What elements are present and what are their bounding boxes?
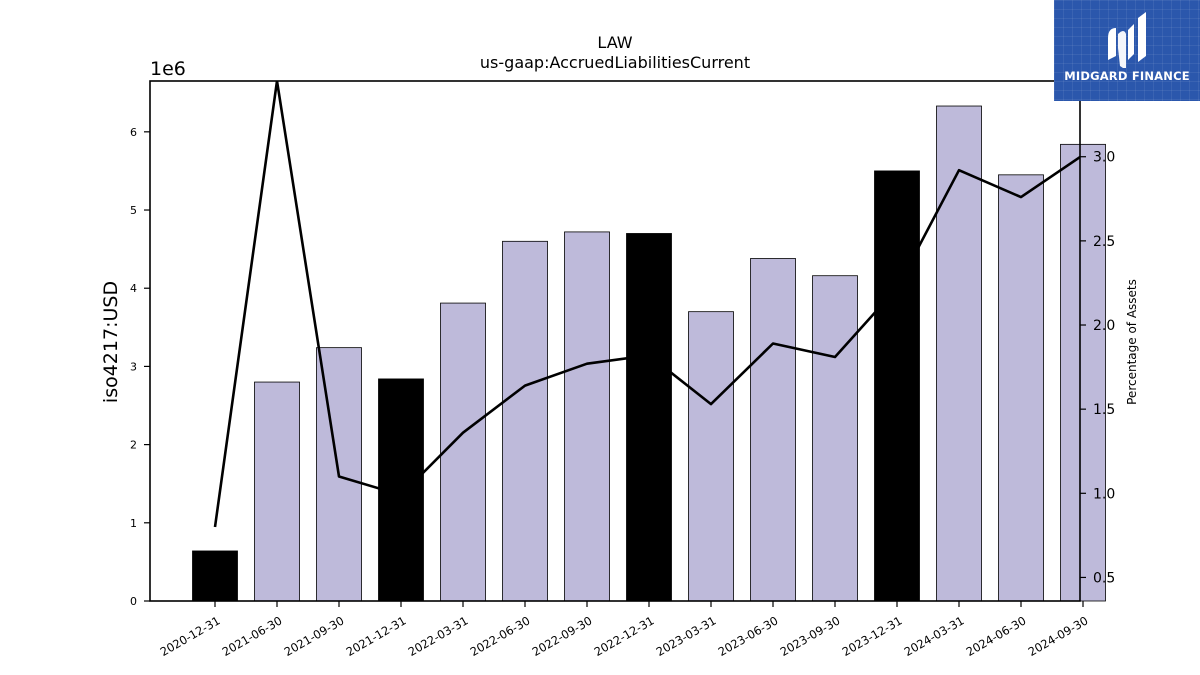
chart-subtitle: us-gaap:AccruedLiabilitiesCurrent	[480, 53, 750, 72]
bar-2023-12-31	[874, 170, 920, 602]
chart-title: LAW	[597, 33, 632, 52]
y-tick-label: 0	[130, 595, 137, 608]
percentage-line-layer	[213, 81, 1080, 528]
y-tick-label: 1	[130, 517, 137, 530]
y-right-tick-label: 1.5	[1093, 402, 1115, 418]
logo-text: MIDGARD FINANCE	[1064, 69, 1190, 83]
y-axis-right-label: Percentage of Assets	[1125, 279, 1139, 405]
y-tick-label: 6	[130, 126, 137, 139]
x-tick-label: 2022-06-30	[468, 613, 533, 659]
x-tick-label: 2023-09-30	[778, 613, 843, 659]
y-tick-label: 3	[130, 360, 137, 373]
x-tick-label: 2020-12-31	[158, 613, 223, 659]
y-right-tick-label: 2.5	[1093, 234, 1115, 250]
bar-2023-06-30	[750, 258, 796, 602]
x-tick-label: 2024-06-30	[964, 613, 1029, 659]
bar-2022-09-30	[564, 231, 610, 602]
brand-logo: MIDGARD FINANCE	[1054, 0, 1200, 101]
bar-2021-06-30	[254, 381, 300, 602]
x-tick-label: 2024-03-31	[902, 613, 967, 659]
bar-2022-06-30	[502, 240, 548, 602]
y-tick-label: 2	[130, 439, 137, 452]
x-tick-label: 2023-06-30	[716, 613, 781, 659]
x-tick-label: 2022-12-31	[592, 613, 657, 659]
x-tick-label: 2021-09-30	[282, 613, 347, 659]
y-tick-label: 5	[130, 204, 137, 217]
x-tick-label: 2021-06-30	[220, 613, 285, 659]
x-tick-label: 2023-03-31	[654, 613, 719, 659]
bar-2023-03-31	[688, 311, 734, 602]
x-tick-label: 2021-12-31	[344, 613, 409, 659]
x-tick-label: 2022-09-30	[530, 613, 595, 659]
x-tick-label: 2023-12-31	[840, 613, 905, 659]
bar-2024-06-30	[998, 174, 1044, 602]
x-tick-label: 2024-09-30	[1026, 613, 1091, 659]
bar-2024-09-30	[1060, 143, 1106, 602]
bars-layer	[192, 105, 1106, 602]
y-tick-label: 4	[130, 282, 137, 295]
y-right-tick-label: 1.0	[1093, 486, 1115, 502]
x-tick-label: 2022-03-31	[406, 613, 471, 659]
y-axis-label: iso4217:USD	[100, 281, 122, 403]
logo-mark-icon	[1108, 12, 1146, 68]
bar-2022-12-31	[626, 233, 672, 602]
y-offset-text: 1e6	[150, 58, 186, 80]
bar-2022-03-31	[440, 302, 486, 602]
y-right-tick-label: 3.0	[1093, 150, 1115, 166]
plot-frame	[149, 80, 1081, 602]
y-right-tick-label: 0.5	[1093, 570, 1115, 586]
bar-2023-09-30	[812, 275, 858, 602]
bar-2024-03-31	[936, 105, 982, 602]
percentage-line	[213, 81, 1080, 528]
y-right-tick-label: 2.0	[1093, 318, 1115, 334]
bar-2020-12-31	[192, 550, 238, 602]
